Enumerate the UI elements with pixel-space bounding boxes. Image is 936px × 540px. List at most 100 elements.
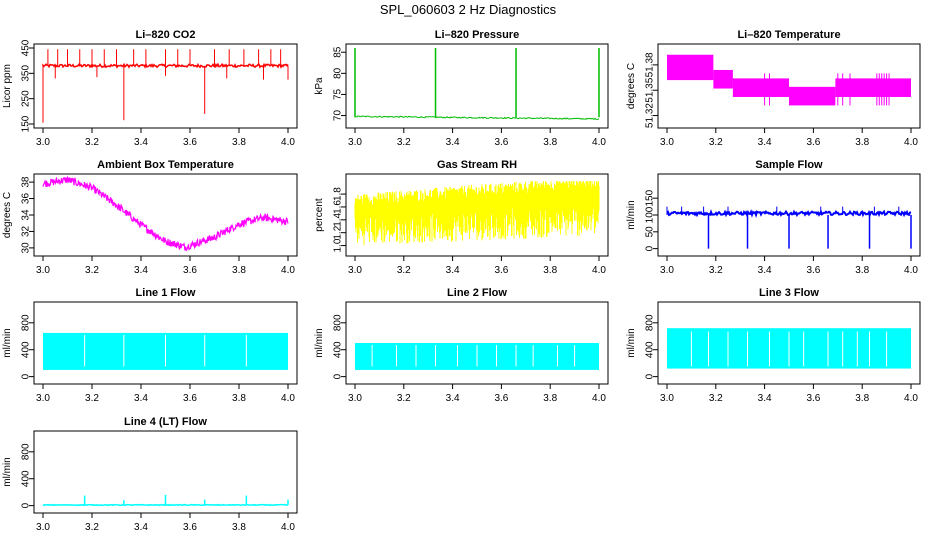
plot-frame bbox=[657, 301, 921, 385]
y-tick-label: 51.32 bbox=[645, 103, 656, 128]
x-tick-label: 4.0 bbox=[592, 393, 606, 404]
temp-band bbox=[732, 78, 789, 97]
x-tick-label: 3.0 bbox=[36, 393, 50, 404]
x-tick-label: 3.2 bbox=[709, 393, 723, 404]
x-tick-label: 3.2 bbox=[709, 137, 723, 148]
plot-frame bbox=[345, 301, 609, 385]
y-axis-label: kPa bbox=[314, 77, 325, 95]
y-tick-label: 30 bbox=[21, 242, 32, 254]
x-tick-label: 3.0 bbox=[660, 265, 674, 276]
series-9 bbox=[667, 328, 911, 369]
x-tick-label: 3.6 bbox=[806, 393, 820, 404]
y-tick-label: 400 bbox=[21, 470, 32, 487]
panel-2: Li–820 Pressure 3.0 3.2 3.4 3.6 3.8 4.0 70 75 80 8… bbox=[314, 29, 609, 148]
x-tick-label: 3.4 bbox=[446, 265, 460, 276]
y-tick-label: 400 bbox=[333, 341, 344, 358]
y-tick-label: 350 bbox=[21, 65, 32, 82]
panel-title: Gas Stream RH bbox=[437, 159, 517, 171]
x-tick-label: 3.0 bbox=[348, 393, 362, 404]
x-tick-label: 3.4 bbox=[446, 137, 460, 148]
series-8 bbox=[355, 343, 599, 370]
series-6 bbox=[666, 206, 912, 249]
y-axis-label: percent bbox=[314, 198, 325, 232]
plot-frame bbox=[33, 43, 298, 129]
panel-9: Line 3 Flow 3.0 3.2 3.4 3.6 3.8 4.0 0 400 800 ml/m… bbox=[626, 287, 921, 404]
panel-title: Li–820 Temperature bbox=[737, 29, 840, 41]
x-tick-label: 3.8 bbox=[543, 393, 557, 404]
x-tick-label: 3.8 bbox=[543, 137, 557, 148]
panel-title: Li–820 CO2 bbox=[136, 29, 196, 41]
panel-title: Line 3 Flow bbox=[759, 287, 819, 299]
pressure-line bbox=[354, 115, 599, 121]
x-tick-label: 4.0 bbox=[281, 522, 295, 533]
x-tick-label: 3.2 bbox=[397, 265, 411, 276]
x-tick-label: 4.0 bbox=[592, 265, 606, 276]
y-tick-label: 1.6 bbox=[333, 200, 344, 214]
x-tick-label: 3.4 bbox=[134, 137, 148, 148]
x-tick-label: 3.2 bbox=[397, 393, 411, 404]
x-tick-label: 4.0 bbox=[281, 265, 295, 276]
y-tick-label: 50 bbox=[645, 226, 656, 238]
series-10 bbox=[42, 494, 289, 507]
panel-title: Ambient Box Temperature bbox=[97, 159, 234, 171]
plot-frame bbox=[345, 43, 609, 129]
x-tick-label: 3.2 bbox=[85, 393, 99, 404]
panel-title: Li–820 Pressure bbox=[435, 29, 519, 41]
series-3 bbox=[667, 54, 911, 106]
x-tick-label: 3.8 bbox=[232, 265, 246, 276]
x-tick-label: 4.0 bbox=[281, 137, 295, 148]
panel-title: Line 2 Flow bbox=[447, 287, 507, 299]
x-tick-label: 3.2 bbox=[85, 522, 99, 533]
x-tick-label: 3.6 bbox=[183, 522, 197, 533]
x-tick-label: 3.2 bbox=[85, 265, 99, 276]
y-tick-label: 0 bbox=[21, 373, 32, 379]
y-tick-label: 800 bbox=[21, 314, 32, 331]
panel-10: Line 4 (LT) Flow 3.0 3.2 3.4 3.6 3.8 4.0 0 400 80… bbox=[2, 416, 298, 533]
figure-title: SPL_060603 2 Hz Diagnostics bbox=[379, 2, 557, 17]
panel-5: Gas Stream RH 3.0 3.2 3.4 3.6 3.8 4.0 1.01.21.4… bbox=[314, 159, 609, 276]
y-tick-label: 1.4 bbox=[333, 212, 344, 226]
x-tick-label: 3.0 bbox=[36, 137, 50, 148]
x-tick-label: 3.0 bbox=[348, 265, 362, 276]
plot-frame bbox=[33, 430, 298, 514]
y-tick-label: 0 bbox=[645, 373, 656, 379]
line4-flow bbox=[42, 503, 289, 507]
x-tick-label: 3.4 bbox=[758, 393, 772, 404]
panel-title: Line 4 (LT) Flow bbox=[124, 416, 207, 428]
y-tick-label: 0 bbox=[333, 373, 344, 379]
x-tick-label: 3.8 bbox=[855, 137, 869, 148]
x-tick-label: 3.8 bbox=[232, 522, 246, 533]
x-tick-label: 3.0 bbox=[36, 522, 50, 533]
y-tick-label: 400 bbox=[21, 341, 32, 358]
temp-band bbox=[789, 86, 836, 106]
y-axis-label: ml/min bbox=[2, 328, 13, 357]
y-tick-label: 85 bbox=[333, 46, 344, 58]
plot-frame bbox=[657, 43, 921, 129]
y-tick-label: 0 bbox=[645, 245, 656, 251]
x-tick-label: 3.6 bbox=[494, 393, 508, 404]
series-4 bbox=[42, 175, 289, 252]
y-tick-label: 38 bbox=[21, 176, 32, 188]
x-tick-label: 3.6 bbox=[183, 265, 197, 276]
x-tick-label: 3.2 bbox=[397, 137, 411, 148]
x-tick-label: 3.8 bbox=[232, 393, 246, 404]
x-tick-label: 4.0 bbox=[904, 393, 918, 404]
panel-1: Li–820 CO2 3.0 3.2 3.4 3.6 3.8 4.0 150 250 350 450… bbox=[2, 29, 298, 148]
y-tick-label: 36 bbox=[21, 193, 32, 205]
y-tick-label: 51.35 bbox=[645, 77, 656, 102]
y-axis-label: ml/min bbox=[2, 457, 13, 486]
y-axis-label: ml/min bbox=[314, 328, 325, 357]
y-tick-label: 1.8 bbox=[333, 187, 344, 201]
x-tick-label: 3.2 bbox=[709, 265, 723, 276]
ambient-temp-line bbox=[42, 175, 289, 252]
x-tick-label: 3.6 bbox=[183, 137, 197, 148]
x-tick-label: 3.0 bbox=[660, 137, 674, 148]
x-tick-label: 3.6 bbox=[183, 393, 197, 404]
y-tick-label: 150 bbox=[645, 189, 656, 206]
x-tick-label: 3.6 bbox=[494, 265, 508, 276]
panel-title: Line 1 Flow bbox=[136, 287, 196, 299]
y-tick-label: 32 bbox=[21, 225, 32, 237]
y-tick-label: 80 bbox=[333, 67, 344, 79]
sample-flow-line bbox=[666, 209, 912, 218]
